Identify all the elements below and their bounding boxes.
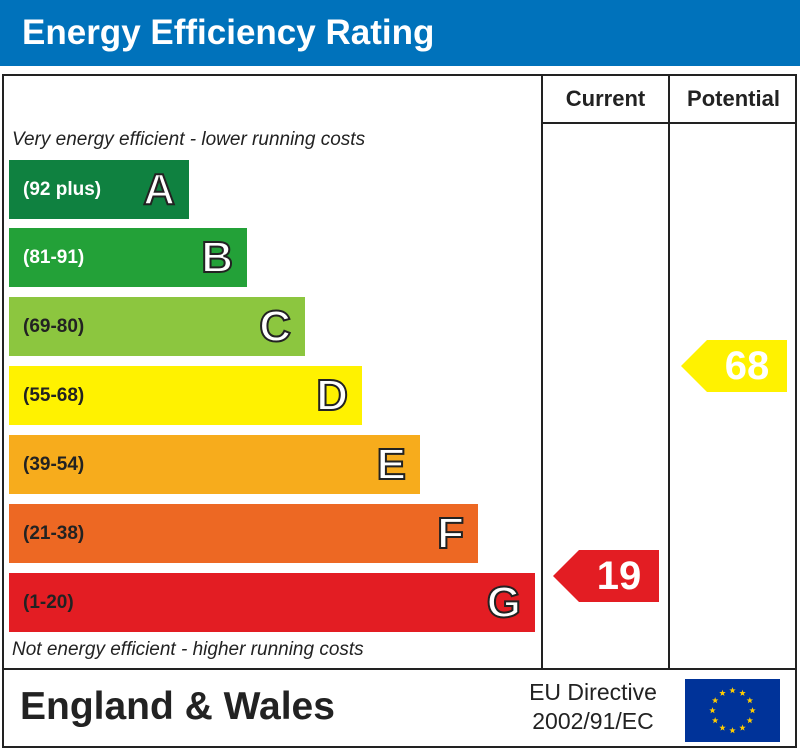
band-range-label: (1-20) <box>23 592 74 613</box>
band-d: (55-68) D <box>9 366 362 425</box>
star-icon <box>749 707 756 714</box>
divider-potential <box>668 74 670 670</box>
star-icon <box>746 697 754 704</box>
band-c: (69-80) C <box>9 297 305 356</box>
band-letter: C <box>258 301 292 352</box>
rating-frame <box>2 74 797 748</box>
band-letter: E <box>376 439 407 490</box>
region-label: England & Wales <box>20 685 335 728</box>
star-icon <box>746 717 754 724</box>
star-icon <box>711 697 719 704</box>
band-range-label: (69-80) <box>23 316 85 337</box>
potential-rating-value: 68 <box>707 340 787 392</box>
band-e: (39-54) E <box>9 435 420 494</box>
current-rating-arrow: 19 <box>553 550 659 602</box>
page-title: Energy Efficiency Rating <box>0 0 800 66</box>
band-letter: A <box>142 164 176 215</box>
band-range-label: (81-91) <box>23 247 85 268</box>
eu-flag-icon <box>685 679 780 742</box>
band-f: (21-38) F <box>9 504 478 563</box>
band-g: (1-20) G <box>9 573 535 632</box>
star-icon <box>739 689 746 696</box>
directive-line-2: 2002/91/EC <box>532 708 654 734</box>
band-range-label: (39-54) <box>23 454 85 475</box>
band-range-label: (92 plus) <box>23 179 102 200</box>
band-range-label: (21-38) <box>23 523 85 544</box>
band-b: (81-91) B <box>9 228 247 287</box>
divider-header <box>541 122 797 124</box>
divider-current <box>541 74 543 670</box>
star-icon <box>729 727 736 734</box>
star-icon <box>711 717 719 724</box>
star-icon <box>719 724 726 731</box>
eu-directive: EU Directive 2002/91/EC <box>508 678 678 736</box>
current-rating-value: 19 <box>579 550 659 602</box>
band-a: (92 plus) A <box>9 160 189 219</box>
band-letter: G <box>486 577 522 628</box>
directive-line-1: EU Directive <box>529 679 657 705</box>
star-icon <box>729 687 736 694</box>
divider-footer <box>2 668 797 670</box>
band-range-label: (55-68) <box>23 385 85 406</box>
column-header-current: Current <box>565 86 646 111</box>
current-arrow-tip <box>553 550 579 602</box>
column-header-potential: Potential <box>687 86 780 111</box>
band-letter: B <box>200 232 234 283</box>
star-icon <box>709 707 716 714</box>
eu-flag-stars <box>709 687 756 734</box>
band-letter: F <box>436 508 465 559</box>
band-letter: D <box>315 370 349 421</box>
star-icon <box>739 724 746 731</box>
potential-rating-arrow: 68 <box>681 340 787 392</box>
top-note: Very energy efficient - lower running co… <box>12 129 366 150</box>
star-icon <box>719 689 726 696</box>
bottom-note: Not energy efficient - higher running co… <box>12 639 364 660</box>
potential-arrow-tip <box>681 340 707 392</box>
